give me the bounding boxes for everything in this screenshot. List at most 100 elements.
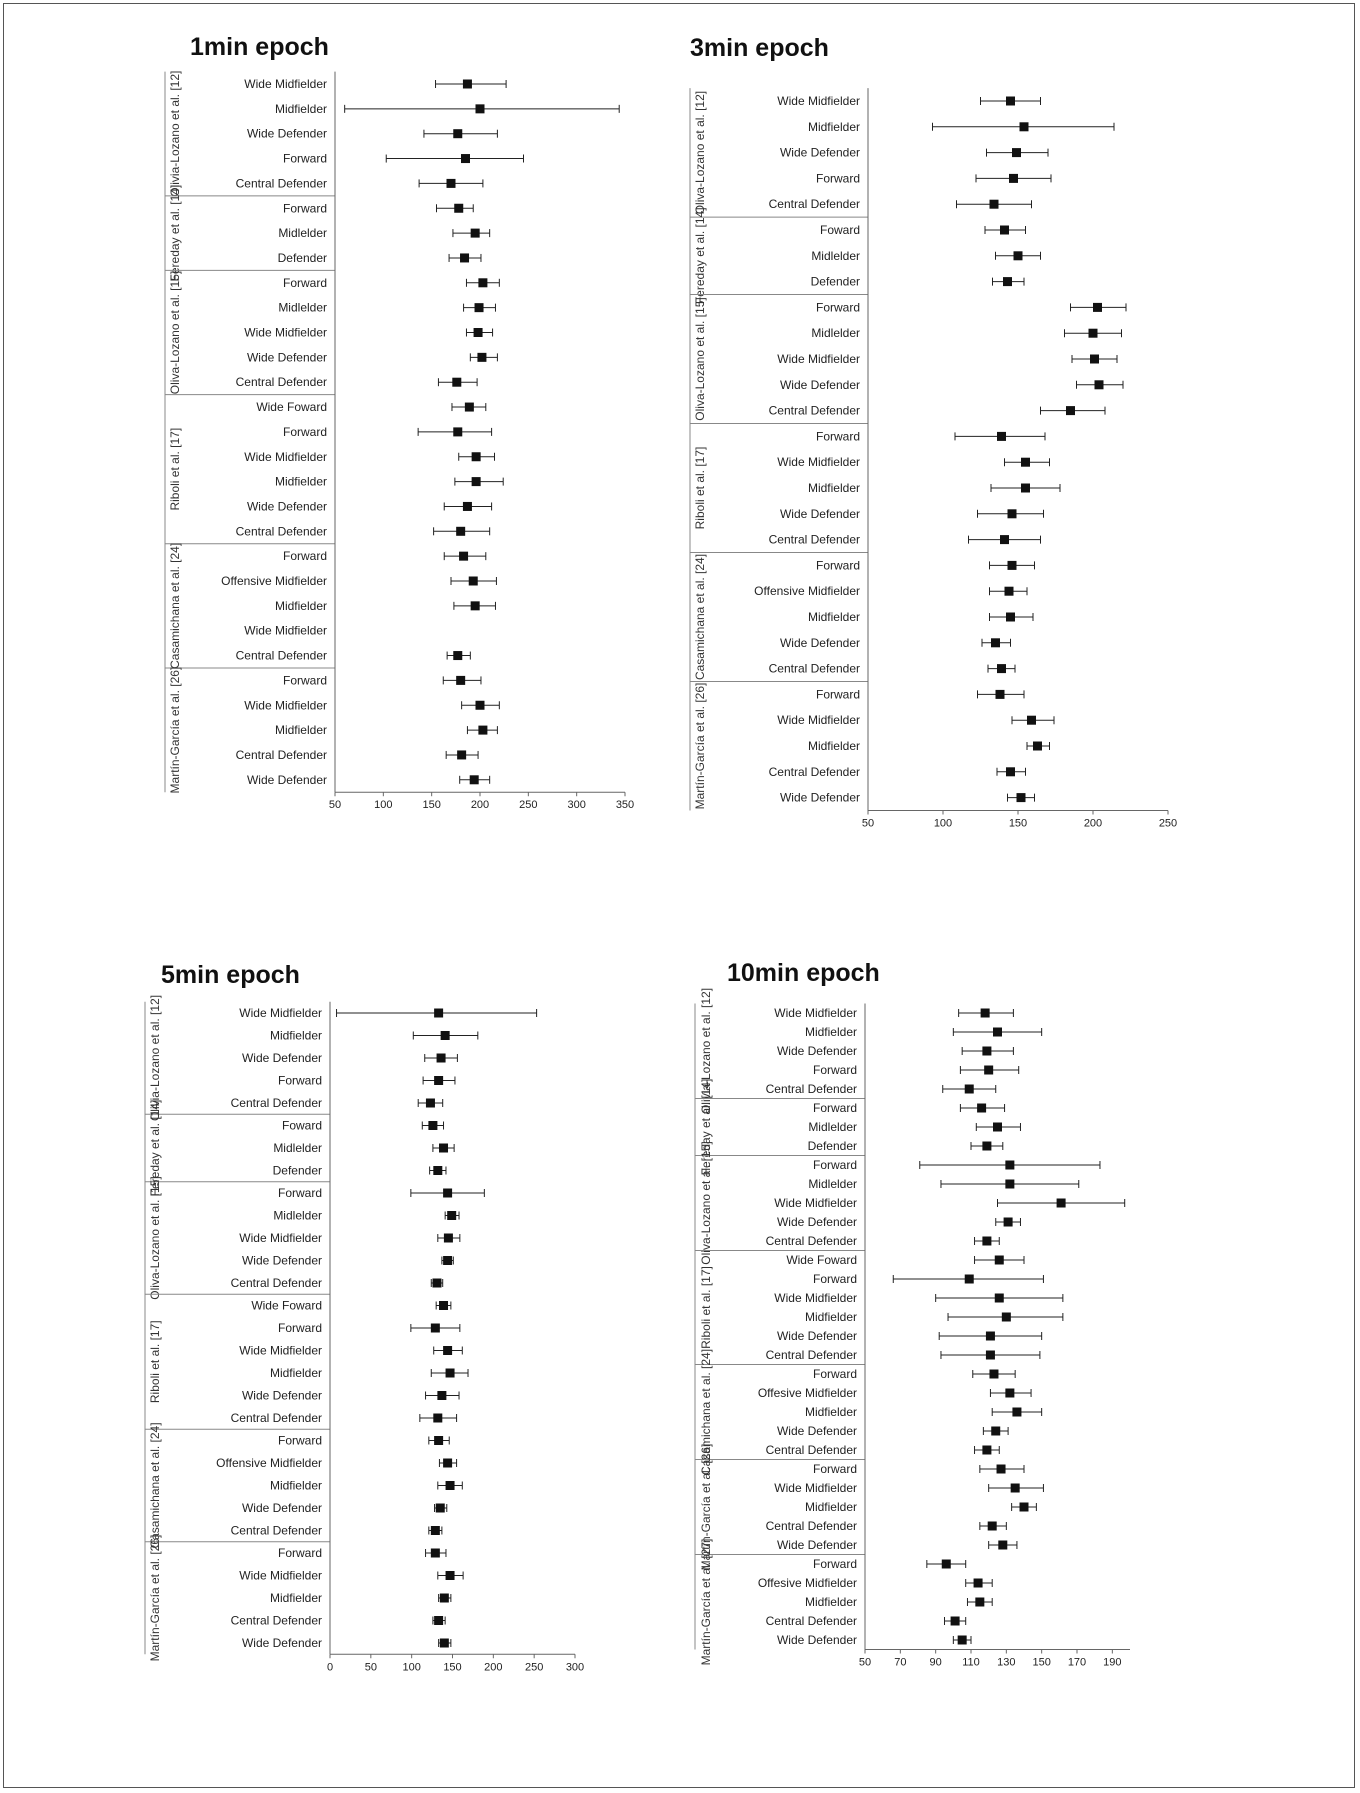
point-estimate xyxy=(461,154,470,164)
point-estimate xyxy=(439,1301,449,1310)
study-label: Fereday et al. [14] xyxy=(168,185,182,282)
row-label: Wide Midfielder xyxy=(777,713,860,727)
row-label: Forward xyxy=(813,1101,857,1115)
row-label: Wide Defender xyxy=(777,1329,857,1343)
point-estimate xyxy=(462,79,472,89)
point-estimate xyxy=(973,1578,983,1588)
point-estimate xyxy=(437,1391,447,1400)
point-estimate xyxy=(984,1065,994,1075)
row-label: Central Defender xyxy=(231,1524,322,1538)
point-estimate xyxy=(443,1188,453,1198)
point-estimate xyxy=(459,551,469,561)
row-label: Central Defender xyxy=(766,1519,857,1533)
point-estimate xyxy=(1010,1483,1020,1493)
point-estimate xyxy=(443,1233,453,1243)
row-label: Midlelder xyxy=(808,1120,857,1134)
study-label: Oliva-Lozano et al. [15] xyxy=(699,1141,713,1264)
point-estimate xyxy=(434,1436,444,1445)
x-tick-label: 70 xyxy=(894,1657,906,1669)
point-estimate xyxy=(428,1121,438,1130)
row-label: Forward xyxy=(278,1321,322,1335)
x-tick-label: 110 xyxy=(962,1657,980,1669)
point-estimate xyxy=(453,651,463,661)
point-estimate xyxy=(460,253,470,263)
row-label: Wide Midfielder xyxy=(239,1231,322,1245)
row-label: Defender xyxy=(808,1139,857,1153)
row-label: Wide Midfielder xyxy=(244,698,327,712)
row-label: Midfielder xyxy=(270,1029,322,1043)
row-label: Defender xyxy=(278,251,327,265)
point-estimate xyxy=(1005,1388,1015,1398)
row-label: Forward xyxy=(816,687,860,701)
row-label: Wide Midfielder xyxy=(774,1291,857,1305)
row-label: Wide Defender xyxy=(242,1501,322,1515)
row-label: Forward xyxy=(816,429,860,443)
point-estimate xyxy=(1021,483,1030,493)
row-label: Foward xyxy=(282,1119,322,1133)
point-estimate xyxy=(471,452,481,462)
point-estimate xyxy=(977,1103,987,1113)
point-estimate xyxy=(1003,277,1012,287)
row-label: Wide Midfielder xyxy=(777,455,860,469)
row-label: Midlelder xyxy=(278,226,327,240)
row-label: Wide Defender xyxy=(780,791,860,805)
point-estimate xyxy=(434,1008,444,1018)
row-label: Forward xyxy=(813,1462,857,1476)
point-estimate xyxy=(982,1046,992,1056)
row-label: Central Defender xyxy=(236,649,327,663)
row-label: Forward xyxy=(278,1546,322,1560)
row-label: Central Defender xyxy=(231,1276,322,1290)
point-estimate xyxy=(1027,715,1036,725)
point-estimate xyxy=(435,1503,445,1513)
point-estimate xyxy=(456,675,466,685)
point-estimate xyxy=(997,431,1006,441)
row-label: Midlelder xyxy=(273,1209,322,1223)
row-label: Midfielder xyxy=(275,102,327,116)
point-estimate xyxy=(425,1098,435,1108)
row-label: Wide Midfielder xyxy=(239,1006,322,1020)
point-estimate xyxy=(464,402,474,412)
point-estimate xyxy=(996,1464,1006,1474)
row-label: Forward xyxy=(813,1272,857,1286)
point-estimate xyxy=(452,377,462,387)
point-estimate xyxy=(430,1548,440,1558)
point-estimate xyxy=(957,1635,967,1645)
forest-plot-1min: 1min epoch Wide Midfielder Midfielder Wide … xyxy=(164,33,634,811)
row-label: Central Defender xyxy=(769,533,860,547)
point-estimate xyxy=(950,1616,960,1626)
row-label: Wide Defender xyxy=(777,1424,857,1438)
x-tick-label: 250 xyxy=(1159,818,1177,830)
point-estimate xyxy=(975,1597,985,1607)
study-label: Fereday et al. [14] xyxy=(148,1100,162,1197)
row-label: Offesive Midfielder xyxy=(758,1576,857,1590)
point-estimate xyxy=(475,104,485,114)
point-estimate xyxy=(1033,741,1042,751)
row-label: Central Defender xyxy=(231,1096,322,1110)
figure-frame xyxy=(3,3,1355,1788)
row-label: Central Defender xyxy=(766,1443,857,1457)
row-label: Forward xyxy=(283,425,327,439)
x-tick-label: 130 xyxy=(997,1657,1015,1669)
point-estimate xyxy=(989,1369,999,1379)
point-estimate xyxy=(434,1076,444,1085)
row-label: Wide Defender xyxy=(777,1633,857,1647)
point-estimate xyxy=(982,1236,992,1246)
row-label: Central Defender xyxy=(236,176,327,190)
point-estimate xyxy=(991,638,1000,648)
row-label: Central Defender xyxy=(236,375,327,389)
row-label: Forward xyxy=(816,558,860,572)
forest-plot-10min: 10min epoch Wide Midfielder Midfielder Wide… xyxy=(694,959,1130,1669)
point-estimate xyxy=(964,1274,974,1284)
row-label: Wide Defender xyxy=(242,1254,322,1268)
point-estimate xyxy=(1006,767,1015,777)
row-label: Wide Midfielder xyxy=(777,94,860,108)
row-label: Foward xyxy=(820,223,860,237)
row-label: Wide Defender xyxy=(247,127,327,141)
study-label: Oliva-Lozano et al. [12] xyxy=(693,91,707,214)
row-label: Midfielder xyxy=(808,610,860,624)
row-label: Wide Defender xyxy=(242,1051,322,1065)
study-label: Olivia-Lozano et al. [12] xyxy=(148,995,162,1121)
row-label: Central Defender xyxy=(766,1614,857,1628)
x-tick-label: 50 xyxy=(365,1661,377,1673)
row-label: Wide Defender xyxy=(247,773,327,787)
